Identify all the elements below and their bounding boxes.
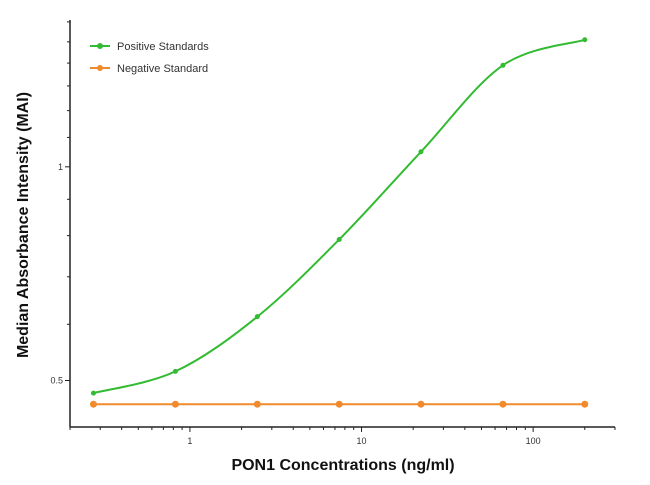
data-point	[336, 236, 342, 242]
data-point	[417, 400, 425, 408]
legend-label: Negative Standard	[117, 63, 208, 75]
legend-marker	[97, 65, 103, 71]
data-point	[253, 400, 261, 408]
y-axis-label: Median Absorbance Intensity (MAI)	[15, 92, 32, 358]
y-tick-label: 1	[58, 162, 63, 172]
data-point	[171, 400, 179, 408]
x-axis-label: PON1 Concentrations (ng/ml)	[231, 457, 454, 474]
data-point	[335, 400, 343, 408]
data-point	[499, 400, 507, 408]
data-point	[500, 62, 506, 68]
x-tick-label: 1	[187, 436, 192, 446]
data-point	[582, 37, 588, 43]
data-point	[89, 400, 97, 408]
legend-label: Positive Standards	[117, 41, 209, 53]
data-point	[90, 390, 96, 396]
series-line-0	[93, 38, 586, 395]
x-tick-label: 10	[357, 436, 367, 446]
data-point	[172, 368, 178, 374]
y-tick-label: 0.5	[50, 376, 63, 386]
data-point	[581, 400, 589, 408]
data-point	[254, 314, 260, 320]
data-point	[418, 149, 424, 155]
legend-marker	[97, 43, 103, 49]
x-tick-label: 100	[526, 436, 541, 446]
